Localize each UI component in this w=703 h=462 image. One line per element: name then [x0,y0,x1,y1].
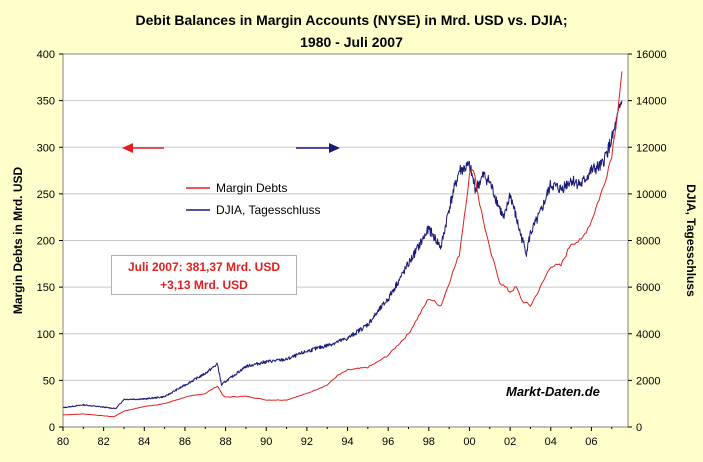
y-left-tick-label: 250 [37,189,55,201]
x-tick-label: 02 [504,436,516,448]
y-left-tick-label: 400 [37,49,55,61]
y-left-tick-label: 50 [43,375,55,387]
watermark: Markt-Daten.de [506,384,600,399]
x-tick-label: 98 [423,436,435,448]
y-right-tick-label: 10000 [636,189,667,201]
y-left-tick-label: 100 [37,329,55,341]
x-tick-label: 94 [341,436,353,448]
y-left-tick-label: 350 [37,96,55,108]
x-tick-label: 86 [179,436,191,448]
x-tick-label: 90 [260,436,272,448]
x-tick-label: 92 [301,436,313,448]
legend-label-margin-debts: Margin Debts [216,181,287,195]
series-margin-debts-line [62,71,623,418]
legend-label-djia: DJIA, Tagesschluss [216,203,321,217]
y-left-tick-label: 0 [49,422,55,434]
y-right-tick-label: 12000 [636,142,667,154]
x-tick-label: 84 [138,436,150,448]
y-right-axis-label: DJIA, Tagesschluss [684,184,698,297]
annotation-line-2: +3,13 Mrd. USD [160,278,248,292]
chart-title: Debit Balances in Margin Accounts (NYSE)… [135,12,568,28]
chart-subtitle: 1980 - Juli 2007 [300,34,403,50]
series-djia-line [62,100,623,410]
y-right-tick-label: 4000 [636,329,660,341]
y-right-tick-label: 2000 [636,375,660,387]
x-tick-label: 00 [463,436,475,448]
y-left-tick-label: 150 [37,282,55,294]
y-right-tick-label: 16000 [636,49,667,61]
y-right-tick-label: 14000 [636,96,667,108]
y-left-axis-label: Margin Debts in Mrd. USD [11,166,25,314]
x-tick-label: 80 [57,436,69,448]
y-left-tick-label: 200 [37,236,55,248]
x-tick-label: 88 [219,436,231,448]
y-left-tick-label: 300 [37,142,55,154]
annotation-box: Juli 2007: 381,37 Mrd. USD +3,13 Mrd. US… [111,255,297,295]
x-tick-label: 82 [98,436,110,448]
x-tick-label: 04 [545,436,557,448]
x-tick-label: 96 [382,436,394,448]
y-right-tick-label: 8000 [636,236,660,248]
x-tick-label: 06 [585,436,597,448]
y-right-tick-label: 6000 [636,282,660,294]
annotation-line-1: Juli 2007: 381,37 Mrd. USD [127,260,281,274]
left-axis-arrow-head [122,143,133,153]
right-axis-arrow-head [329,143,340,153]
y-right-tick-label: 0 [636,422,642,434]
